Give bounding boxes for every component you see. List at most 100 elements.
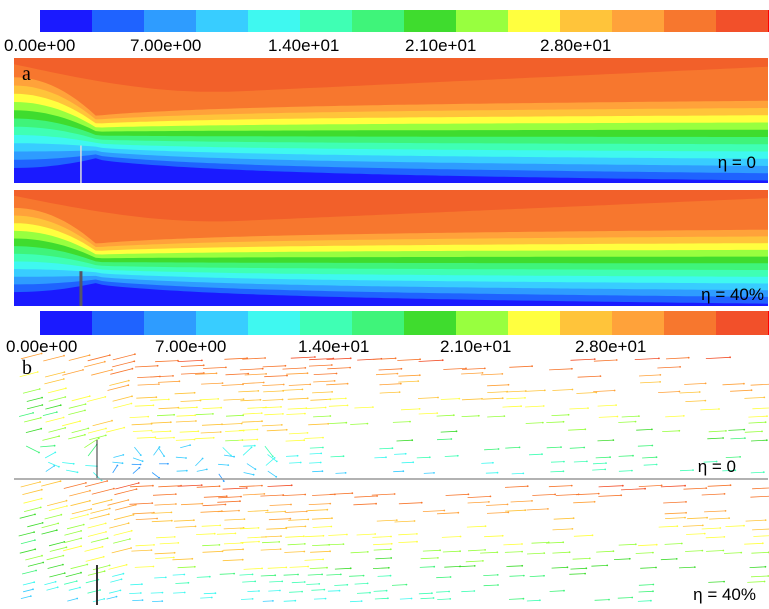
- velocity-vector: [753, 536, 769, 537]
- vector-head: [278, 541, 280, 543]
- vector-head: [350, 567, 352, 569]
- vector-head: [765, 566, 767, 568]
- velocity-vector: [700, 409, 719, 410]
- velocity-vector: [152, 431, 171, 432]
- vector-head: [699, 391, 701, 393]
- velocity-vector: [484, 585, 498, 586]
- vector-head: [122, 454, 124, 456]
- velocity-vector: [247, 591, 259, 592]
- velocity-vector: [284, 552, 304, 553]
- velocity-vector: [176, 440, 195, 441]
- vector-head: [684, 485, 686, 487]
- vector-head: [62, 564, 64, 566]
- vector-head: [131, 403, 133, 405]
- velocity-vector: [599, 417, 618, 418]
- velocity-vector: [181, 365, 204, 366]
- velocity-vector: [22, 571, 36, 575]
- velocity-vector: [155, 361, 178, 362]
- velocity-vector: [419, 593, 432, 594]
- velocity-vector: [72, 428, 89, 432]
- velocity-vector: [217, 533, 236, 534]
- velocity-vector: [437, 415, 454, 416]
- vector-head: [397, 373, 399, 375]
- velocity-vector: [750, 567, 766, 568]
- velocity-vector: [326, 574, 340, 575]
- vector-head: [41, 498, 43, 500]
- velocity-vector: [158, 448, 164, 457]
- vector-head: [154, 436, 156, 438]
- velocity-vector: [372, 537, 391, 538]
- velocity-vector: [240, 369, 263, 370]
- vector-head: [64, 371, 66, 373]
- vector-head: [527, 485, 529, 487]
- vector-head: [367, 583, 369, 585]
- velocity-vector: [467, 526, 486, 527]
- vector-head: [694, 566, 696, 568]
- velocity-vector: [288, 544, 305, 545]
- velocity-vector: [527, 600, 540, 601]
- velocity-vector: [241, 599, 253, 600]
- vector-head: [563, 421, 565, 423]
- vector-head: [453, 414, 455, 416]
- velocity-vector: [85, 481, 107, 487]
- vector-head: [161, 600, 163, 602]
- velocity-vector: [243, 446, 255, 447]
- vector-head: [73, 463, 75, 465]
- velocity-vector: [218, 511, 239, 512]
- vector-head: [304, 494, 306, 496]
- velocity-vector: [28, 563, 43, 567]
- vector-head: [104, 570, 106, 572]
- velocity-vector: [314, 374, 337, 375]
- vector-head: [201, 484, 203, 486]
- velocity-vector: [505, 552, 522, 553]
- velocity-vector: [112, 361, 134, 367]
- velocity-vector: [687, 518, 707, 519]
- velocity-vector: [113, 396, 132, 401]
- vector-head: [488, 501, 490, 503]
- vector-head: [215, 592, 217, 594]
- vector-head: [723, 581, 725, 583]
- velocity-vector: [152, 601, 162, 602]
- velocity-vector: [571, 568, 587, 569]
- vector-head: [524, 509, 526, 511]
- vector-head: [219, 525, 221, 527]
- vector-head: [331, 391, 333, 393]
- vector-head: [394, 493, 396, 495]
- vector-head: [484, 368, 486, 370]
- velocity-vector: [659, 526, 678, 527]
- velocity-vector: [267, 430, 287, 431]
- velocity-vector: [375, 558, 391, 559]
- vector-head: [573, 517, 575, 519]
- vector-head: [251, 447, 253, 449]
- vector-head: [539, 599, 541, 601]
- velocity-vector: [71, 501, 90, 506]
- vector-head: [128, 380, 130, 382]
- vector-head: [345, 472, 347, 474]
- velocity-vector: [49, 506, 67, 511]
- velocity-vector: [436, 577, 450, 578]
- velocity-vector: [307, 408, 326, 409]
- velocity-vector: [552, 567, 568, 568]
- vector-head: [38, 452, 40, 454]
- velocity-vector: [595, 600, 609, 601]
- vector-head: [751, 389, 753, 391]
- vector-head: [33, 581, 35, 583]
- velocity-vector: [242, 383, 263, 384]
- vector-head: [129, 538, 131, 540]
- vector-head: [102, 546, 104, 548]
- velocity-vector: [593, 391, 614, 392]
- vector-head: [468, 493, 470, 495]
- vector-head: [437, 557, 439, 559]
- vector-head: [340, 574, 342, 576]
- velocity-vector: [286, 456, 298, 457]
- vector-head: [554, 494, 556, 496]
- velocity-vector: [172, 559, 192, 560]
- velocity-vector: [156, 537, 175, 538]
- vector-head: [439, 549, 441, 551]
- vector-head: [508, 384, 510, 386]
- vector-head: [107, 537, 109, 539]
- velocity-vector: [310, 551, 330, 552]
- vector-head: [719, 527, 721, 529]
- vector-head: [478, 415, 480, 417]
- vector-head: [615, 404, 617, 406]
